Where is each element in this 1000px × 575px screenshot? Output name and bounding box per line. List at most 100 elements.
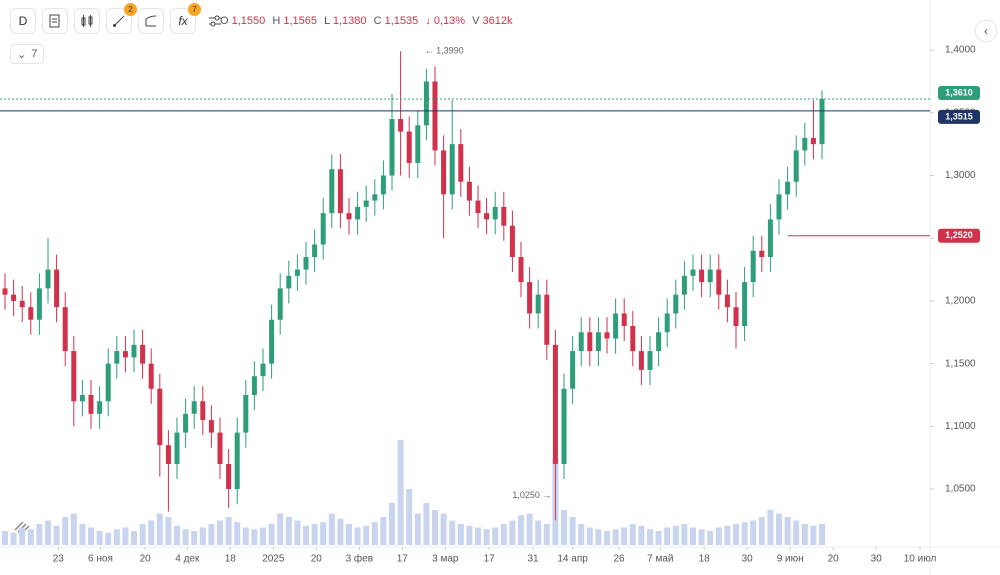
interval-button[interactable]: D	[10, 8, 36, 34]
volume-bar	[724, 525, 731, 545]
volume-bar	[242, 527, 249, 545]
indicators-button[interactable]: fx 7	[170, 3, 201, 34]
candles-button[interactable]	[74, 8, 100, 34]
volume-bar	[397, 440, 404, 545]
volume-bar	[664, 527, 671, 545]
volume-bar	[174, 525, 180, 545]
candle-body	[690, 269, 696, 276]
candle-body	[750, 250, 756, 283]
y-tick-label: 1,2500	[945, 233, 976, 244]
volume-bar	[483, 529, 490, 545]
volume-bar	[569, 517, 576, 545]
candle-body	[535, 294, 541, 314]
volume-bar	[612, 529, 619, 545]
volume-bar	[277, 513, 284, 545]
candle-body	[303, 257, 309, 270]
x-tick-label: 20	[311, 554, 323, 565]
logo	[14, 521, 30, 535]
drawings-button[interactable]: 2	[106, 3, 137, 34]
candle-body	[329, 169, 335, 214]
volume-bar	[311, 524, 318, 545]
y-tick-label: 1,2000	[945, 296, 976, 307]
volume-bar	[363, 525, 370, 545]
volume-bar	[260, 527, 266, 545]
candle-body	[277, 288, 283, 320]
ruler-button[interactable]	[138, 8, 164, 34]
volume-bar	[251, 529, 258, 545]
volume-bar	[707, 531, 714, 545]
fx-label: fx	[178, 14, 188, 28]
volume-bar	[217, 520, 223, 545]
volume-bar	[655, 531, 662, 545]
candle-body	[28, 307, 34, 320]
volume-bar	[234, 522, 241, 545]
volume-bar	[320, 522, 327, 545]
volume-bar	[758, 517, 765, 545]
volume-bar	[113, 529, 120, 545]
x-tick-label: 26	[613, 554, 625, 565]
candle-body	[11, 294, 17, 301]
candle-body	[673, 294, 679, 314]
volume-bar	[552, 457, 559, 545]
volume-bar	[156, 513, 163, 545]
y-tick-label: 1,1500	[945, 358, 976, 369]
interval: D	[18, 14, 28, 28]
volume-bar	[346, 524, 352, 545]
volume-bar	[2, 531, 8, 545]
candle-body	[475, 200, 481, 214]
chart-type-button[interactable]	[42, 8, 68, 34]
candle-body	[312, 244, 318, 258]
candle-body	[165, 445, 171, 464]
extreme-label: ← 1,3990	[425, 46, 464, 56]
volume-bar	[793, 520, 800, 545]
volume-bar	[27, 529, 34, 545]
volume-bar	[285, 517, 292, 545]
collapse-button[interactable]: ⌄ 7	[10, 44, 45, 64]
volume-bar	[79, 524, 86, 545]
label: L	[324, 15, 330, 27]
volume-bar	[303, 525, 309, 545]
volume-bar	[131, 531, 137, 545]
expand-button[interactable]: ‹	[975, 20, 997, 42]
x-tick-label: 3 мар	[432, 554, 459, 565]
label: H	[272, 15, 281, 27]
volume-bar	[535, 520, 542, 545]
candle-body	[79, 394, 85, 402]
candle-body	[449, 144, 455, 195]
candle-body	[621, 313, 627, 327]
candle-body	[570, 351, 576, 389]
candle-body	[776, 194, 782, 220]
badge: 7	[188, 3, 201, 16]
icon	[113, 15, 125, 27]
volume-bar	[518, 515, 524, 545]
change: ↓ 0,13%	[425, 15, 466, 27]
price-label: 1,2520	[945, 230, 973, 240]
candle-body	[286, 275, 292, 289]
price-label-box	[938, 228, 980, 243]
volume-bar	[690, 527, 696, 545]
x-tick-label: 2025	[262, 554, 285, 565]
volume-bar	[578, 524, 585, 545]
candle-body	[492, 206, 498, 220]
volume-bar	[371, 522, 378, 545]
candle-body	[71, 351, 77, 402]
value: 1,1535	[384, 15, 419, 27]
value: 1,1550	[231, 15, 266, 27]
candle-body	[484, 213, 490, 220]
candle-body	[552, 344, 558, 464]
volume-bar	[475, 527, 481, 545]
volume-bar	[500, 524, 507, 545]
candle-body	[36, 288, 42, 320]
volume-bar	[191, 531, 198, 545]
price-label-box	[938, 85, 980, 100]
candle-body	[131, 344, 137, 358]
candle-body	[200, 401, 206, 421]
x-tick-label: 17	[397, 554, 409, 565]
volume-bar	[414, 513, 421, 545]
candle-body	[174, 432, 180, 464]
candle-body	[664, 313, 670, 333]
value: 1,1380	[332, 15, 367, 27]
volume-bar	[208, 524, 215, 545]
settings-button[interactable]	[202, 8, 228, 34]
